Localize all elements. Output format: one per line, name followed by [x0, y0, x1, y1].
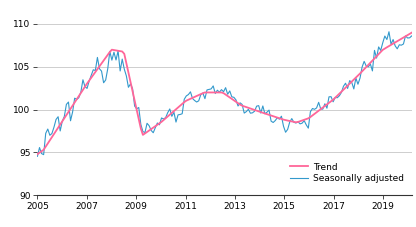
Line: Seasonally adjusted: Seasonally adjusted — [37, 18, 416, 156]
Seasonally adjusted — [273, 119, 278, 122]
Trend — [217, 91, 222, 94]
Trend — [256, 110, 261, 113]
Line: Trend: Trend — [37, 28, 416, 154]
Seasonally adjusted — [256, 104, 261, 107]
Legend: Trend, Seasonally adjusted: Trend, Seasonally adjusted — [287, 159, 407, 187]
Seasonally adjusted — [217, 91, 222, 94]
Seasonally adjusted — [93, 69, 98, 72]
Seasonally adjusted — [35, 155, 40, 158]
Trend — [35, 153, 40, 155]
Trend — [93, 71, 98, 73]
Seasonally adjusted — [327, 96, 332, 98]
Trend — [386, 45, 391, 47]
Trend — [273, 116, 278, 118]
Seasonally adjusted — [386, 30, 391, 33]
Trend — [327, 101, 332, 104]
